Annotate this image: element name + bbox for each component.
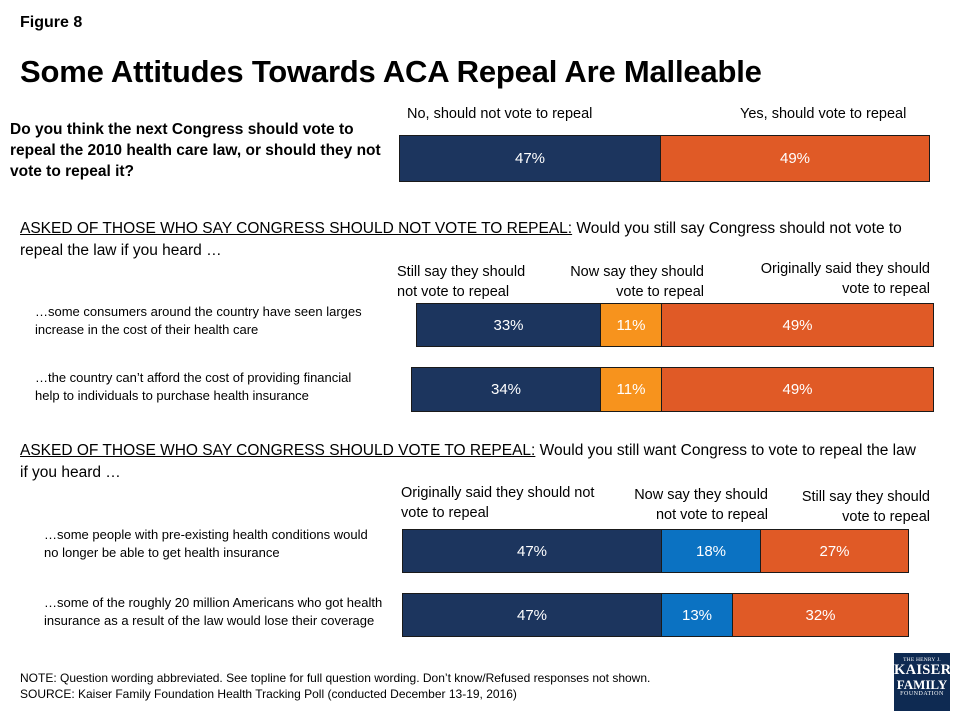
bar-preexisting-track: 47% 18% 27% — [402, 529, 909, 573]
bar-segment-afford-still-not: 34% — [412, 368, 601, 411]
header-now-not-repeal: Now say they should not vote to repeal — [634, 487, 768, 523]
bar-segment-lose-orig-not: 47% — [403, 594, 662, 636]
bar-lose-coverage-track: 47% 13% 32% — [402, 593, 909, 637]
header-originally-repeal: Originally said they should vote to repe… — [760, 261, 930, 297]
header-yes-repeal: Yes, should vote to repeal — [740, 106, 907, 122]
bar-lose-coverage: 47% 13% 32% — [402, 593, 909, 637]
bar-segment-cost-still-not: 33% — [417, 304, 601, 346]
section-heading-text: Would you still say Congress should not … — [20, 220, 902, 259]
bar-segment-lose-now-not: 13% — [662, 594, 733, 636]
bar-segment-afford-orig-repeal: 49% — [662, 368, 933, 411]
section-heading-text: Would you still want Congress to vote to… — [20, 442, 916, 481]
bar-segment-overall-no: 47% — [400, 136, 661, 181]
row-label-preexisting: …some people with pre-existing health co… — [44, 527, 368, 560]
bar-segment-pre-now-not: 18% — [662, 530, 761, 572]
header-no-repeal: No, should not vote to repeal — [407, 106, 593, 122]
header-orig-not-repeal: Originally said they should not vote to … — [401, 485, 595, 521]
logo-line-4: FOUNDATION — [900, 691, 944, 697]
section-heading-underlined: ASKED OF THOSE WHO SAY CONGRESS SHOULD V… — [20, 442, 536, 459]
bar-segment-overall-yes: 49% — [661, 136, 929, 181]
bar-overall-track: 47% 49% — [399, 135, 930, 182]
bar-segment-pre-still-repeal: 27% — [761, 530, 908, 572]
row-label-cant-afford: …the country can’t afford the cost of pr… — [35, 370, 352, 403]
row-label-lose-coverage: …some of the roughly 20 million American… — [44, 595, 383, 628]
header-still-repeal: Still say they should vote to repeal — [801, 489, 930, 525]
header-now-repeal: Now say they should vote to repeal — [570, 264, 704, 300]
bar-segment-pre-orig-not: 47% — [403, 530, 662, 572]
logo-line-3: FAMILY — [896, 677, 948, 692]
row-label-cost-increase: …some consumers around the country have … — [35, 304, 362, 337]
logo-line-1: THE HENRY J. — [903, 657, 941, 663]
bar-cant-afford: 34% 11% 49% — [411, 367, 934, 412]
bar-cost-increase-track: 33% 11% 49% — [416, 303, 934, 347]
logo-line-2: KAISER — [894, 662, 952, 678]
section-heading-underlined: ASKED OF THOSE WHO SAY CONGRESS SHOULD N… — [20, 220, 573, 237]
source-text: SOURCE: Kaiser Family Foundation Health … — [20, 687, 517, 701]
chart-title: Some Attitudes Towards ACA Repeal Are Ma… — [20, 54, 762, 89]
bar-cant-afford-track: 34% 11% 49% — [411, 367, 934, 412]
header-still-not-repeal: Still say they should not vote to repeal — [397, 264, 526, 300]
bar-cost-increase: 33% 11% 49% — [416, 303, 934, 347]
bar-segment-cost-orig-repeal: 49% — [662, 304, 933, 346]
footnote: NOTE: Question wording abbreviated. See … — [20, 670, 650, 702]
bar-segment-cost-now-repeal: 11% — [601, 304, 662, 346]
bar-preexisting: 47% 18% 27% — [402, 529, 909, 573]
figure-label: Figure 8 — [20, 14, 83, 31]
kff-logo: THE HENRY J. KAISER FAMILY FOUNDATION — [894, 653, 952, 711]
note-text: NOTE: Question wording abbreviated. See … — [20, 671, 651, 685]
bar-overall: 47% 49% — [399, 135, 930, 182]
bar-segment-afford-now-repeal: 11% — [601, 368, 662, 411]
section-heading-not-repeal: ASKED OF THOSE WHO SAY CONGRESS SHOULD N… — [20, 218, 920, 262]
bar-segment-lose-still-repeal: 32% — [733, 594, 908, 636]
section-heading-repeal: ASKED OF THOSE WHO SAY CONGRESS SHOULD V… — [20, 440, 920, 484]
main-question: Do you think the next Congress should vo… — [10, 121, 381, 180]
